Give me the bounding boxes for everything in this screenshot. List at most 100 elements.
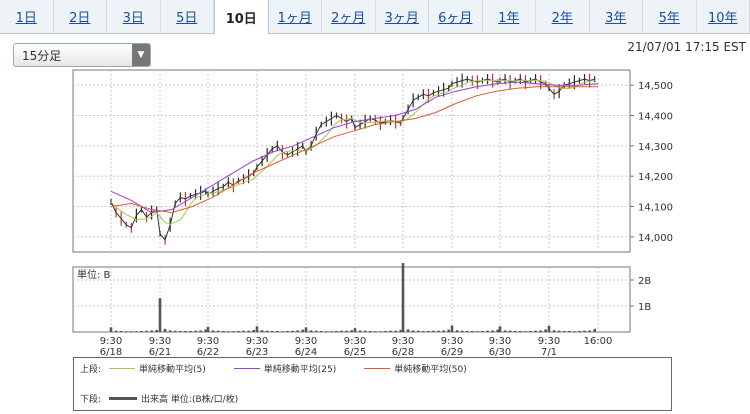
volume-bar-3-6	[286, 330, 289, 332]
volume-bar-8-6	[529, 330, 532, 332]
volume-bar-7-8	[491, 330, 494, 332]
volume-bar-2-0	[206, 326, 210, 332]
timestamp: 21/07/01 17:15 EST	[627, 40, 746, 54]
x-tick-date-5: 6/25	[344, 347, 366, 358]
sma25-line	[110, 81, 599, 214]
tab-2[interactable]: 3日	[107, 0, 161, 33]
tab-7[interactable]: 3ヶ月	[376, 0, 429, 33]
tab-6[interactable]: 2ヶ月	[322, 0, 376, 33]
volume-bar-6-9	[447, 329, 450, 332]
volume-bar-5-8	[394, 330, 397, 332]
x-tick-time-2: 9:30	[197, 336, 219, 347]
x-tick-date-4: 6/24	[295, 347, 317, 358]
tab-3[interactable]: 5日	[161, 0, 214, 33]
volume-bar-8-1	[503, 330, 507, 332]
volume-bar-4-7	[340, 330, 343, 332]
volume-bar-6-1	[406, 329, 410, 332]
volume-bar-4-5	[330, 331, 333, 332]
x-tick-date-3: 6/23	[246, 347, 268, 358]
tab-5[interactable]: 1ヶ月	[269, 0, 322, 33]
x-tick-date-8: 6/30	[489, 347, 511, 358]
volume-bar-5-3	[368, 330, 372, 332]
volume-bar-1-8	[199, 330, 202, 332]
volume-bar-2-7	[242, 330, 245, 332]
volume-bar-7-3	[465, 330, 469, 332]
volume-bar-1-4	[179, 330, 182, 332]
legend-upper-row: 上段: 単純移動平均(5) 単純移動平均(25) 単純移動平均(50)	[80, 362, 487, 375]
x-tick-date-6: 6/28	[392, 347, 414, 358]
volume-bar-6-3	[416, 330, 420, 332]
volume-bar-6-6	[432, 330, 435, 332]
volume-bar-2-5	[232, 331, 235, 332]
volume-bar-4-2	[314, 330, 318, 332]
tab-8[interactable]: 6ヶ月	[429, 0, 483, 33]
volume-bar-7-4	[471, 330, 474, 332]
volume-bar-2-4	[227, 331, 230, 332]
volume-bar-7-5	[476, 331, 479, 332]
x-tick-time-9: 9:30	[538, 336, 560, 347]
x-tick-time-0: 9:30	[100, 336, 122, 347]
legend-swatch-sma5	[109, 367, 136, 369]
interval-select-value: 15分足	[22, 49, 62, 63]
legend-swatch-sma25	[233, 367, 260, 369]
volume-bar-9-9	[593, 328, 596, 332]
tab-0[interactable]: 1日	[0, 0, 54, 33]
tab-1[interactable]: 2日	[54, 0, 107, 33]
volume-bar-2-6	[237, 330, 240, 332]
volume-panel	[72, 266, 631, 333]
chevron-down-icon[interactable]: ▼	[132, 44, 150, 66]
volume-bar-3-0	[255, 326, 259, 332]
volume-bar-1-0	[158, 298, 162, 332]
legend: 上段: 単純移動平均(5) 単純移動平均(25) 単純移動平均(50) 下段: …	[73, 357, 672, 411]
volume-bar-3-1	[260, 330, 264, 332]
volume-bar-1-1	[163, 328, 167, 332]
volume-bar-5-6	[384, 330, 387, 332]
legend-lower-row: 下段: 出来高 単位:(B株/口/枚)	[80, 392, 239, 405]
volume-bar-3-8	[296, 330, 299, 332]
volume-bar-5-5	[379, 331, 382, 332]
interval-select[interactable]: 15分足 ▼	[13, 43, 151, 67]
volume-bar-8-3	[513, 330, 517, 332]
volume-bar-4-1	[309, 330, 313, 332]
tab-10[interactable]: 2年	[536, 0, 590, 33]
volume-bar-6-0	[401, 263, 405, 332]
volume-bar-9-1	[552, 330, 556, 332]
price-ytick-label-5: 14,500	[638, 81, 673, 92]
volume-bar-1-5	[184, 330, 187, 332]
tab-4[interactable]: 10日	[214, 0, 269, 34]
volume-bar-2-9	[252, 329, 255, 332]
volume-bar-3-2	[265, 330, 269, 332]
x-tick-time-10: 16:00	[584, 336, 613, 347]
volume-bar-2-8	[247, 330, 250, 332]
sma50-line	[110, 86, 598, 214]
volume-bar-6-2	[411, 330, 415, 332]
volume-bar-6-5	[427, 330, 430, 332]
legend-swatch-sma50	[364, 367, 391, 369]
volume-bar-8-7	[534, 330, 537, 332]
legend-item-sma50: 単純移動平均(50)	[356, 362, 467, 375]
volume-bar-1-3	[173, 330, 177, 332]
volume-bar-1-7	[194, 330, 197, 332]
legend-item-sma25: 単純移動平均(25)	[226, 362, 336, 375]
legend-label-sma25: 単純移動平均(25)	[263, 364, 337, 375]
legend-label-sma50: 単純移動平均(50)	[394, 364, 467, 375]
volume-bar-0-9	[155, 329, 158, 332]
tab-12[interactable]: 5年	[643, 0, 697, 33]
volume-bar-9-5	[573, 331, 576, 332]
volume-bar-7-2	[460, 330, 464, 332]
sma5-line	[110, 79, 595, 225]
volume-bar-0-8	[150, 330, 153, 332]
volume-bar-4-6	[335, 330, 338, 332]
volume-bar-8-2	[508, 330, 512, 332]
x-tick-time-7: 9:30	[441, 336, 463, 347]
tab-11[interactable]: 3年	[590, 0, 643, 33]
volume-bar-3-4	[276, 330, 279, 332]
volume-bar-8-9	[544, 329, 547, 332]
legend-label-volume: 出来高 単位:(B株/口/枚)	[141, 394, 239, 405]
tab-9[interactable]: 1年	[483, 0, 536, 33]
volume-bar-9-8	[588, 330, 591, 332]
x-tick-time-4: 9:30	[295, 336, 317, 347]
volume-bar-0-3	[124, 331, 128, 332]
x-tick-time-5: 9:30	[344, 336, 366, 347]
period-tabs: 1日 2日 3日 5日 10日 1ヶ月 2ヶ月 3ヶ月 6ヶ月 1年 2年 3年 5年 10年	[0, 0, 750, 34]
